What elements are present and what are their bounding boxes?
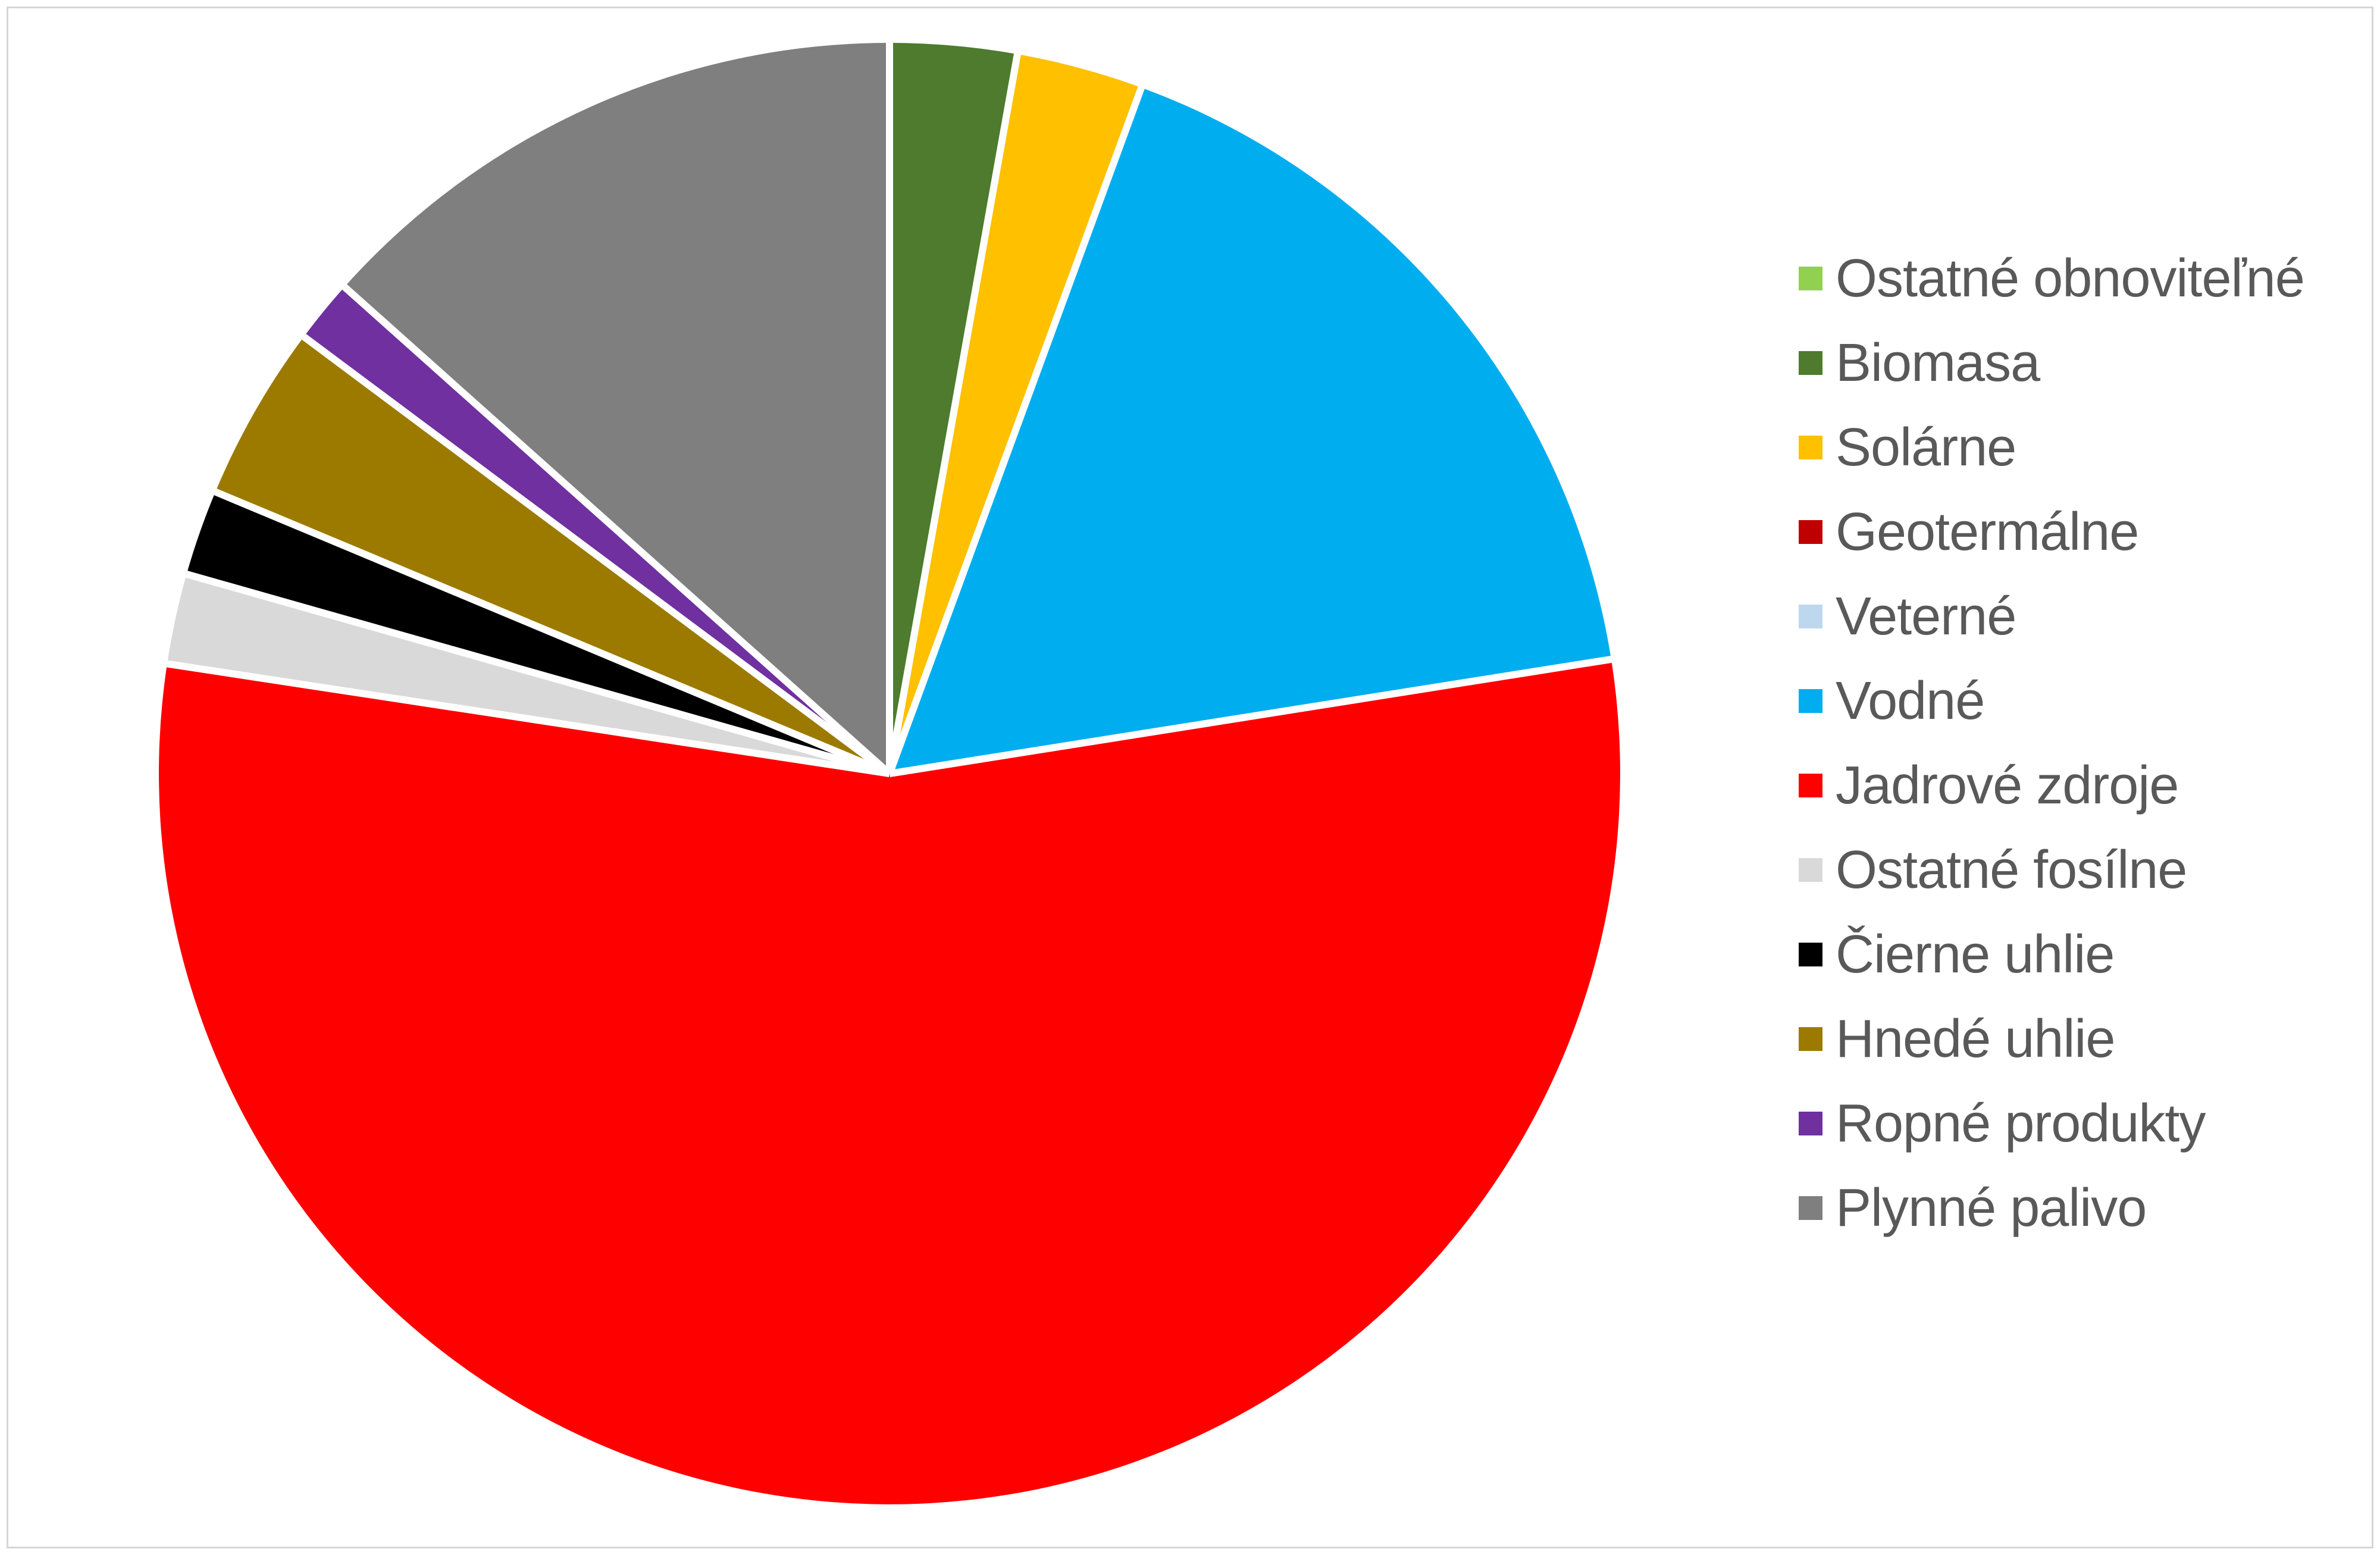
legend-swatch-icon <box>1799 520 1822 544</box>
legend-swatch-icon <box>1799 1027 1822 1051</box>
slice-divider <box>166 660 890 777</box>
legend-label: Ostatné obnoviteľné <box>1836 249 2305 308</box>
legend-swatch-icon <box>1799 605 1822 628</box>
slice-divider <box>302 333 892 777</box>
legend-item-vodne: Vodné <box>1799 659 2304 743</box>
legend-swatch-icon <box>1799 1196 1822 1220</box>
legend-label: Čierne uhlie <box>1836 925 2115 984</box>
legend-item-veterne: Veterné <box>1799 574 2304 659</box>
legend-item-hnede-uhlie: Hnedé uhlie <box>1799 997 2304 1081</box>
legend-swatch-icon <box>1799 943 1822 966</box>
pie-slice-hnede-uhlie <box>215 336 890 774</box>
legend-swatch-icon <box>1799 858 1822 882</box>
legend-label: Ostatné fosílne <box>1836 840 2187 900</box>
slice-divider <box>886 53 1021 775</box>
legend-label: Ropné produkty <box>1836 1094 2206 1153</box>
legend-item-solarne: Solárne <box>1799 405 2304 490</box>
slice-divider <box>185 571 891 777</box>
legend-label: Veterné <box>1836 587 2016 646</box>
legend-swatch-icon <box>1799 267 1822 290</box>
legend-swatch-icon <box>1799 689 1822 713</box>
legend-item-ostatne-fosilne: Ostatné fosílne <box>1799 828 2304 912</box>
pie-dividers <box>166 43 1612 777</box>
legend-item-ostatne-obnovitelne: Ostatné obnoviteľné <box>1799 236 2305 321</box>
slice-divider <box>886 86 1145 775</box>
legend-label: Solárne <box>1836 418 2016 477</box>
legend-swatch-icon <box>1799 351 1822 375</box>
legend-item-cierne-uhlie: Čierne uhlie <box>1799 912 2304 997</box>
legend-swatch-icon <box>1799 436 1822 459</box>
legend-label: Vodné <box>1836 671 1985 731</box>
legend-item-biomasa: Biomasa <box>1799 321 2304 405</box>
legend-swatch-icon <box>1799 774 1822 797</box>
legend-item-jadrove-zdroje: Jadrové zdroje <box>1799 743 2304 828</box>
legend-label: Jadrové zdroje <box>1836 756 2179 815</box>
pie-slice-jadrove-zdroje <box>158 659 1620 1504</box>
legend: Ostatné obnoviteľné Biomasa Solárne Geoterm… <box>1799 236 2305 1250</box>
legend-label: Biomasa <box>1836 333 2040 393</box>
pie-slice-ropne-produkty <box>303 287 890 774</box>
pie-slice-plynne-palivo <box>345 43 890 774</box>
legend-label: Geotermálne <box>1836 502 2139 562</box>
slice-divider <box>889 655 1612 777</box>
legend-item-plynne-palivo: Plynné palivo <box>1799 1166 2304 1250</box>
slice-divider <box>342 284 892 777</box>
legend-swatch-icon <box>1799 1112 1822 1135</box>
legend-item-ropne-produkty: Ropné produkty <box>1799 1081 2304 1166</box>
pie-slice-vodne <box>890 87 1611 774</box>
slice-divider <box>214 488 891 777</box>
legend-item-geotermalne: Geotermálne <box>1799 490 2304 574</box>
legend-label: Hnedé uhlie <box>1836 1009 2115 1069</box>
legend-label: Plynné palivo <box>1836 1178 2147 1238</box>
